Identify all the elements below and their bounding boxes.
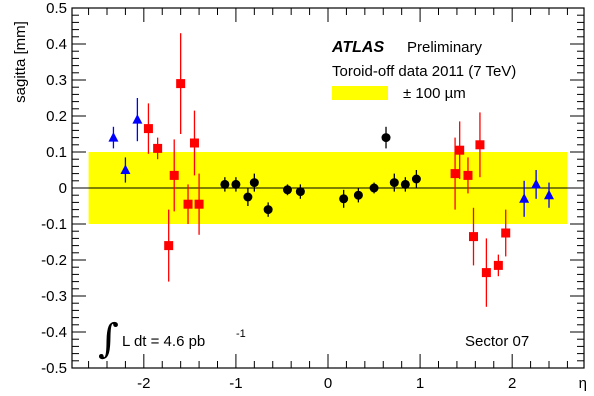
data-point-square <box>481 268 491 278</box>
y-tick-label: 0.2 <box>46 108 67 125</box>
data-point-square <box>493 260 503 270</box>
atlas-label: ATLAS <box>331 39 384 56</box>
x-tick-label: 1 <box>416 375 424 392</box>
y-tick-label: -0.3 <box>41 288 67 305</box>
data-point-triangle <box>132 114 143 124</box>
data-point-square <box>153 143 163 153</box>
data-point-circle <box>353 190 363 200</box>
data-point-square <box>501 228 511 238</box>
x-tick-label: -1 <box>229 375 242 392</box>
data-point-circle <box>389 178 399 188</box>
data-point-circle <box>231 179 241 189</box>
sector-label: Sector 07 <box>465 333 529 350</box>
data-point-triangle <box>519 193 530 203</box>
y-tick-label: -0.2 <box>41 252 67 269</box>
data-point-circle <box>243 192 253 202</box>
y-tick-label: 0.5 <box>46 0 67 17</box>
data-point-square <box>194 199 204 209</box>
data-point-square <box>176 79 186 89</box>
luminosity-label: L dt = 4.6 pb <box>122 333 205 350</box>
data-point-circle <box>282 185 292 195</box>
dataset-label: Toroid-off data 2011 (7 TeV) <box>332 63 516 80</box>
data-point-square <box>463 170 473 180</box>
y-tick-label: -0.1 <box>41 216 67 233</box>
x-axis-title: η <box>579 375 587 392</box>
y-tick-label: 0 <box>59 180 67 197</box>
y-tick-label: 0.3 <box>46 72 67 89</box>
legend-band-label: ± 100 µm <box>403 85 466 102</box>
data-point-triangle <box>120 164 131 174</box>
data-point-circle <box>339 194 349 204</box>
y-tick-label: -0.4 <box>41 324 67 341</box>
data-point-square <box>189 138 199 148</box>
data-point-circle <box>381 133 391 143</box>
y-tick-label: -0.5 <box>41 360 67 377</box>
data-point-square <box>468 232 478 242</box>
data-point-triangle <box>531 178 542 189</box>
data-point-square <box>183 199 193 209</box>
data-point-triangle <box>108 132 119 142</box>
data-point-circle <box>220 179 230 189</box>
data-point-circle <box>400 179 410 189</box>
data-point-circle <box>263 205 273 215</box>
data-point-square <box>450 169 460 179</box>
y-tick-label: 0.1 <box>46 144 67 161</box>
data-point-circle <box>295 187 305 197</box>
y-axis-title: sagitta [mm] <box>12 21 29 103</box>
x-tick-label: -2 <box>137 375 150 392</box>
data-point-square <box>455 145 465 155</box>
data-point-square <box>164 241 174 251</box>
data-point-square <box>169 170 179 180</box>
data-point-triangle <box>544 189 555 200</box>
data-point-circle <box>369 183 379 193</box>
luminosity-exponent: -1 <box>236 328 246 340</box>
data-point-square <box>143 124 153 134</box>
tick-layer: -0.5 -0.4 -0.3 -0.2 -0.1 0 0.1 0.2 0.3 0.4 0.5 -2 -1… <box>41 0 584 392</box>
preliminary-label: Preliminary <box>407 39 483 56</box>
data-point-square <box>475 140 485 150</box>
data-point-circle <box>249 178 259 188</box>
data-points-layer <box>108 33 555 307</box>
y-tick-label: 0.4 <box>46 36 67 53</box>
legend-band-swatch <box>332 86 388 100</box>
x-tick-label: 0 <box>324 375 332 392</box>
integral-sign: ∫ <box>98 316 119 362</box>
x-tick-label: 2 <box>508 375 516 392</box>
data-point-circle <box>411 174 421 184</box>
